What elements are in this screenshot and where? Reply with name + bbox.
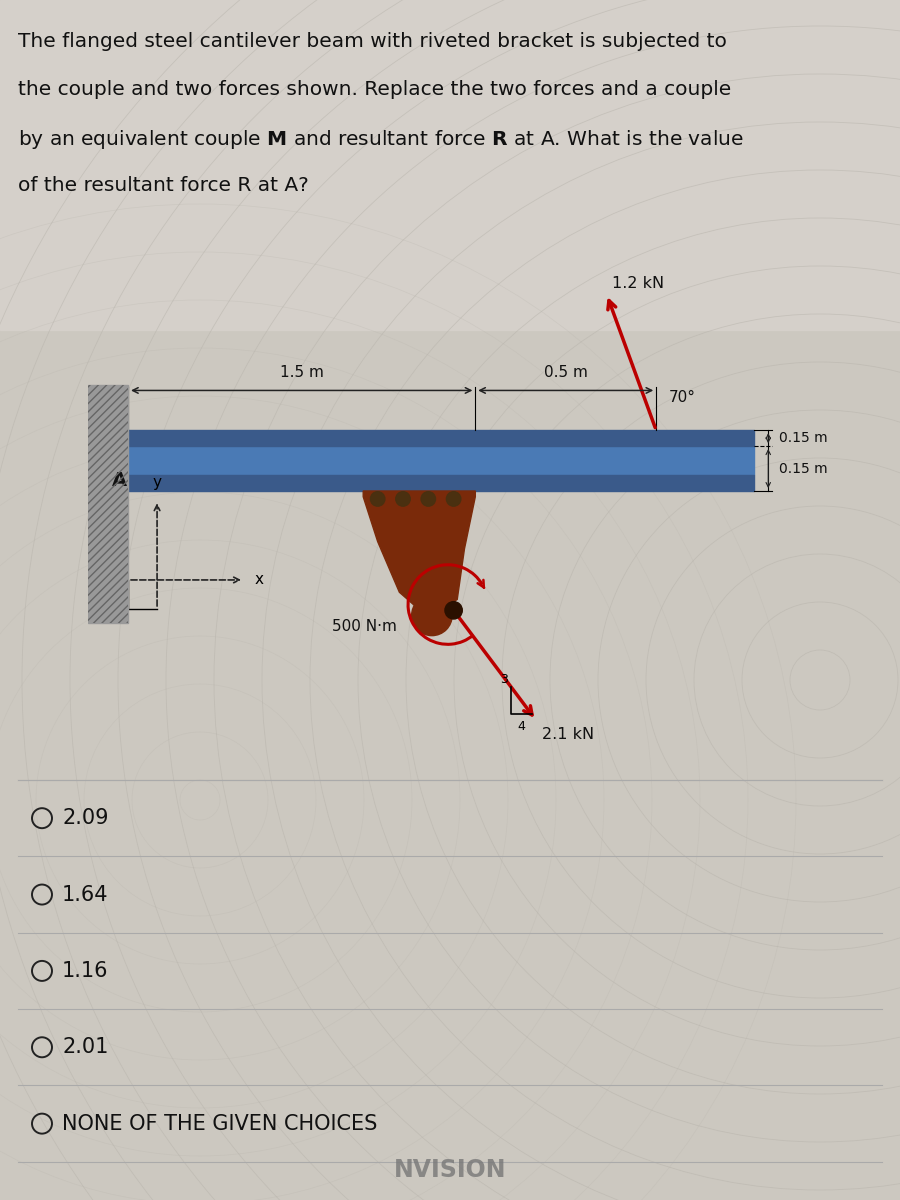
Circle shape xyxy=(446,492,461,506)
Bar xyxy=(128,446,754,475)
Bar xyxy=(128,475,754,491)
Bar xyxy=(88,385,128,623)
Text: A: A xyxy=(112,472,127,491)
Text: 500 N·m: 500 N·m xyxy=(332,619,397,634)
Text: 2.09: 2.09 xyxy=(62,808,109,828)
Text: 1.2 kN: 1.2 kN xyxy=(612,276,664,290)
Text: y: y xyxy=(153,474,162,490)
Text: by an equivalent couple $\mathbf{M}$ and resultant force $\mathbf{R}$ at A. What: by an equivalent couple $\mathbf{M}$ and… xyxy=(18,128,743,151)
Text: of the resultant force R at A?: of the resultant force R at A? xyxy=(18,176,309,194)
Text: 70°: 70° xyxy=(670,390,697,404)
Bar xyxy=(128,431,754,446)
Text: 1.16: 1.16 xyxy=(62,961,109,980)
Text: 2.01: 2.01 xyxy=(62,1037,108,1057)
Bar xyxy=(88,385,128,623)
Text: 0.15 m: 0.15 m xyxy=(779,431,828,445)
Circle shape xyxy=(411,595,452,636)
Text: 0.15 m: 0.15 m xyxy=(779,462,828,475)
Circle shape xyxy=(421,492,436,506)
Text: 0.5 m: 0.5 m xyxy=(544,365,588,379)
Text: 1.5 m: 1.5 m xyxy=(280,365,324,379)
Text: NVISION: NVISION xyxy=(394,1158,506,1182)
Circle shape xyxy=(371,492,385,506)
Text: 2.1 kN: 2.1 kN xyxy=(542,727,594,743)
Text: 4: 4 xyxy=(518,720,526,733)
Text: NONE OF THE GIVEN CHOICES: NONE OF THE GIVEN CHOICES xyxy=(62,1114,377,1134)
Circle shape xyxy=(396,492,410,506)
Text: 3: 3 xyxy=(500,673,508,686)
Bar xyxy=(0,0,900,330)
Circle shape xyxy=(445,601,463,619)
Text: the couple and two forces shown. Replace the two forces and a couple: the couple and two forces shown. Replace… xyxy=(18,80,731,98)
Text: The flanged steel cantilever beam with riveted bracket is subjected to: The flanged steel cantilever beam with r… xyxy=(18,32,727,50)
Text: 1.64: 1.64 xyxy=(62,884,109,905)
Text: x: x xyxy=(255,572,264,588)
Polygon shape xyxy=(364,491,475,618)
